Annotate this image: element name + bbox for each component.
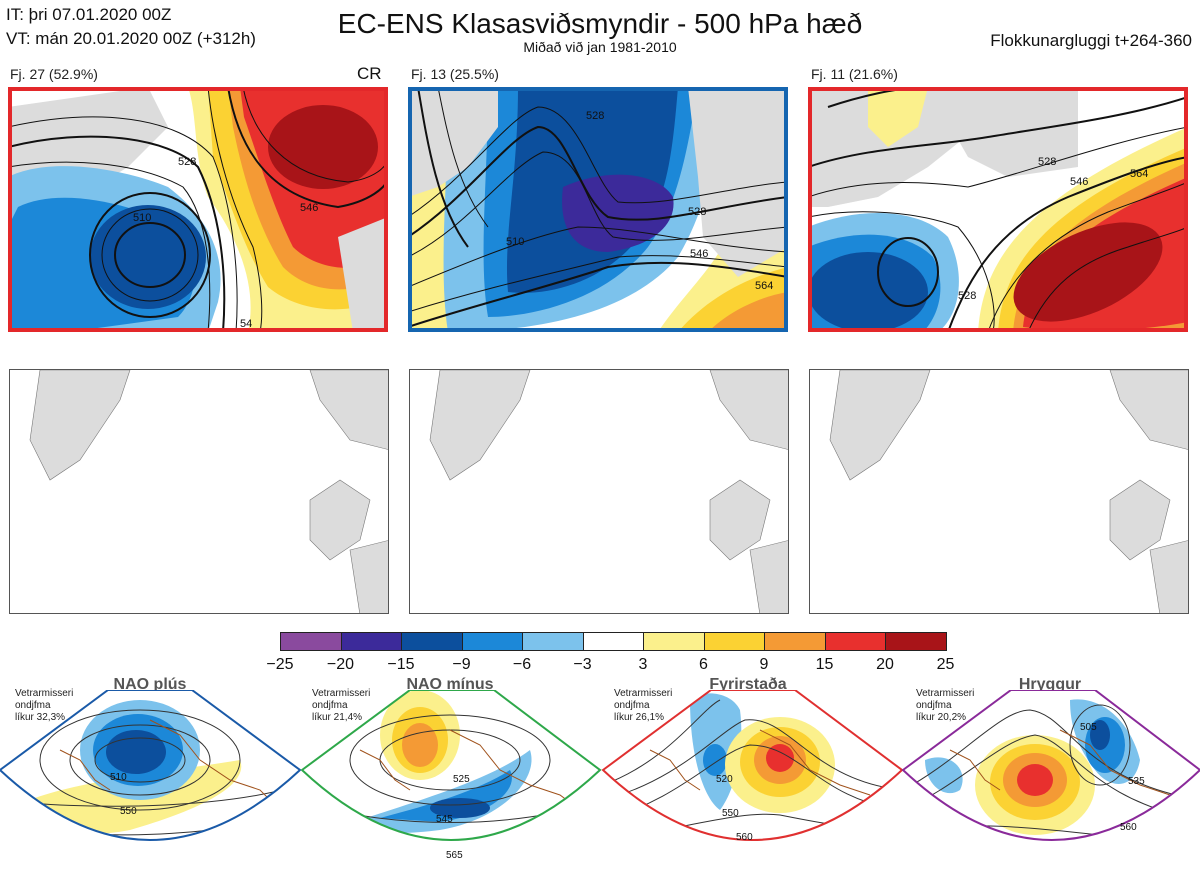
contour-label: 535 [1128, 776, 1145, 787]
empty-map-1 [9, 369, 389, 614]
colorbar-tick-label: 20 [876, 656, 894, 673]
colorbar-tick-label: −20 [326, 656, 355, 673]
contour-label: 564 [755, 280, 773, 292]
contour-label: 510 [133, 212, 151, 224]
contour-label: 528 [958, 290, 976, 302]
cluster-3-label: Fj. 11 (21.6%) [811, 66, 898, 82]
contour-label: 528 [688, 206, 706, 218]
colorbar-swatch [885, 632, 947, 651]
contour-label: 54 [240, 318, 252, 330]
colorbar-tick-label: 25 [936, 656, 955, 673]
contour-label: 545 [436, 814, 453, 825]
contour-label: 528 [178, 156, 196, 168]
contour-label: 510 [506, 236, 524, 248]
cluster-2-label: Fj. 13 (25.5%) [411, 66, 499, 82]
regime-4-title: Hryggur [1018, 676, 1082, 693]
contour-label: 564 [1130, 168, 1148, 180]
contour-label: 505 [1080, 722, 1097, 733]
colorbar-tick-label: −9 [452, 656, 471, 673]
contour-label: 546 [1070, 176, 1088, 188]
colorbar-swatch [461, 632, 523, 651]
colorbar-tick-label: −15 [387, 656, 415, 673]
contour-label: 565 [446, 850, 463, 861]
contour-label: 528 [1038, 156, 1056, 168]
regime-2-info: Vetrarmisseri ondjfma líkur 21,4% [312, 688, 371, 723]
contour-label: 560 [736, 832, 753, 843]
regime-4-info: Vetrarmisseri ondjfma líkur 20,2% [916, 688, 975, 723]
colorbar-swatch [764, 632, 826, 651]
cluster-1-label: Fj. 27 (52.9%) [10, 66, 98, 82]
regime-1-info: Vetrarmisseri ondjfma líkur 32,3% [15, 688, 74, 723]
colorbar-swatch [401, 632, 463, 651]
regime-3-info: Vetrarmisseri ondjfma líkur 26,1% [614, 688, 673, 723]
page-subtitle: Miðað við jan 1981-2010 [523, 39, 677, 55]
colorbar-swatch [703, 632, 765, 651]
valid-time: VT: mán 20.01.2020 00Z (+312h) [6, 29, 256, 48]
cluster-1-map: 510 528 546 54 [8, 87, 388, 332]
colorbar-tick-label: −3 [573, 656, 592, 673]
contour-label: 525 [453, 774, 470, 785]
empty-map-2 [409, 369, 789, 614]
page-title: EC-ENS Klasasviðsmyndir - 500 hPa hæð [337, 8, 863, 39]
classification-window: Flokkunargluggi t+264-360 [990, 31, 1192, 50]
empty-map-3 [809, 369, 1189, 614]
cluster-2-map: 528 510 528 546 564 [408, 87, 788, 332]
contour-label: 546 [690, 248, 708, 260]
colorbar-tick-label: 9 [759, 656, 769, 673]
colorbar-swatch [340, 632, 402, 651]
colorbar-tick-label: 15 [815, 656, 834, 673]
colorbar-swatch [280, 632, 342, 651]
colorbar-swatch [582, 632, 644, 651]
contour-label: 550 [120, 806, 137, 817]
contour-label: 520 [716, 774, 733, 785]
contour-label: 510 [110, 772, 127, 783]
colorbar-swatch [643, 632, 705, 651]
contour-label: 560 [1120, 822, 1137, 833]
cluster-1-tag: CR [357, 64, 382, 83]
colorbar-swatch [522, 632, 584, 651]
colorbar-tick-label: 3 [638, 656, 648, 673]
contour-label: 550 [722, 808, 739, 819]
cluster-3-map: 528 546 564 528 [808, 87, 1188, 332]
regime-2-title: NAO mínus [406, 676, 494, 693]
contour-label: 546 [300, 202, 318, 214]
init-time: IT: þri 07.01.2020 00Z [6, 5, 172, 24]
contour-label: 528 [586, 110, 604, 122]
colorbar-tick-label: 6 [699, 656, 708, 673]
regime-3-title: Fyrirstaða [709, 676, 787, 693]
regime-1-title: NAO plús [113, 676, 187, 693]
colorbar-tick-label: −25 [266, 656, 294, 673]
colorbar-swatch [824, 632, 886, 651]
regime-maps: 510 550 525 545 565 [0, 690, 1200, 861]
colorbar-tick-label: −6 [512, 656, 532, 673]
